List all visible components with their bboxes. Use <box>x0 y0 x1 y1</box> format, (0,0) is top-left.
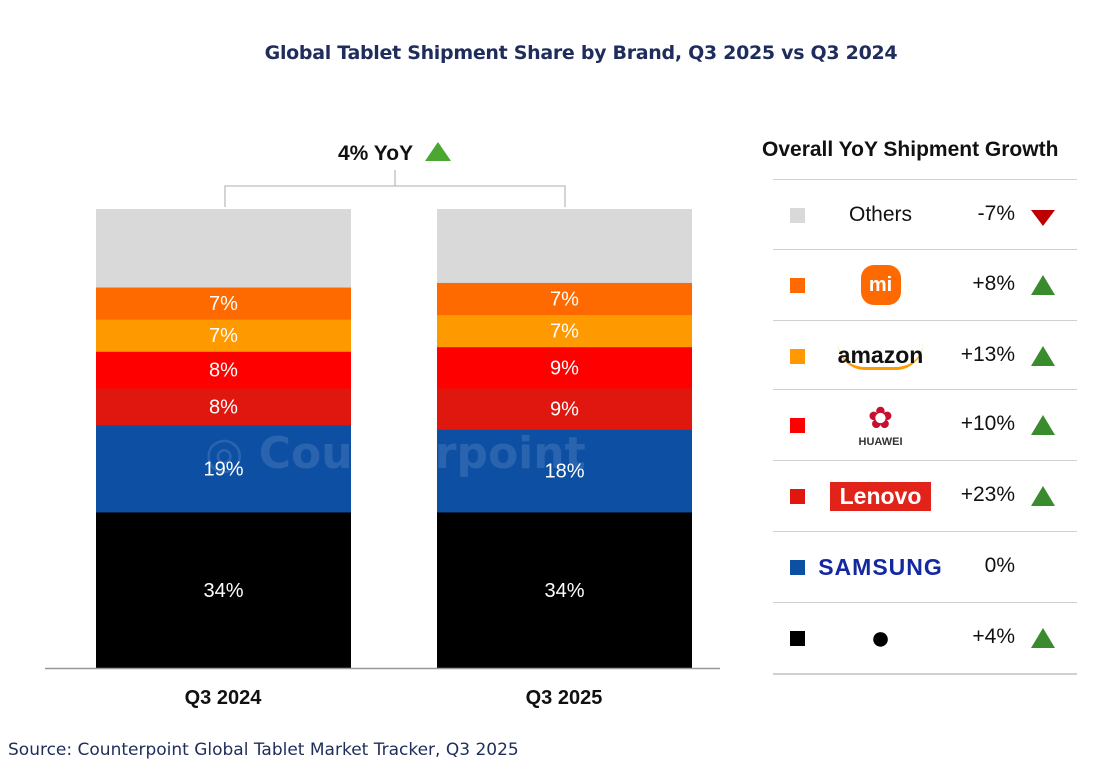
amazon-logo: amazon <box>837 341 924 370</box>
legend-row-lenovo: Lenovo +23% <box>773 460 1077 531</box>
growth-value: +4% <box>972 625 1015 648</box>
x-tick-label: Q3 2024 <box>185 687 263 709</box>
legend-swatch <box>790 631 805 646</box>
data-label: 34% <box>203 580 243 602</box>
data-label: 7% <box>209 293 238 315</box>
up-arrow-icon <box>1031 628 1055 648</box>
legend-swatch <box>790 418 805 433</box>
brand-cell: SAMSUNG <box>818 532 943 602</box>
growth-value: +10% <box>960 412 1015 435</box>
growth-value: -7% <box>977 202 1015 225</box>
x-tick-label: Q3 2025 <box>526 687 603 709</box>
data-label: 19% <box>203 458 243 480</box>
brand-cell: ✿ HUAWEI <box>818 390 943 460</box>
growth-value: +8% <box>972 272 1015 295</box>
source-note: Source: Counterpoint Global Tablet Marke… <box>8 740 519 760</box>
samsung-logo: SAMSUNG <box>818 553 943 580</box>
brand-cell: mi <box>818 250 943 320</box>
up-arrow-icon <box>1031 486 1055 506</box>
apple-logo: ● <box>870 618 891 657</box>
bar-segment-lenovo-1 <box>437 388 692 430</box>
legend-swatch <box>790 208 805 223</box>
up-arrow-icon <box>1031 275 1055 295</box>
legend-row-amazon: amazon +13% <box>773 320 1077 391</box>
bar-segment-huawei-1 <box>437 346 692 389</box>
legend-row-samsung: SAMSUNG 0% <box>773 531 1077 602</box>
bar-segment-others-1 <box>437 209 692 283</box>
legend-row-mi: mi +8% <box>773 249 1077 320</box>
data-label: 18% <box>544 461 584 483</box>
watermark-logo: ◎ Counterpoint <box>205 428 586 479</box>
legend-swatch <box>790 489 805 504</box>
legend-row-huawei: ✿ HUAWEI +10% <box>773 389 1077 460</box>
bar-segment-samsung-1 <box>437 429 692 513</box>
brand-cell: Lenovo <box>818 461 943 531</box>
brand-cell: amazon <box>818 321 943 391</box>
up-arrow-icon <box>1031 415 1055 435</box>
bar-segment-xiaomi-1 <box>437 282 692 316</box>
yoy-annotation: 4% YoY <box>338 142 451 166</box>
brand-cell: ● <box>818 603 943 673</box>
legend-swatch <box>790 349 805 364</box>
data-label: 7% <box>550 321 579 343</box>
brand-cell: Others <box>818 180 943 250</box>
yoy-label: 4% YoY <box>338 142 413 165</box>
brand-label: Others <box>848 203 913 226</box>
yoy-bracket <box>224 170 566 207</box>
legend-swatch <box>790 560 805 575</box>
stacked-bar-chart: 34% 19% 8% 8% 7% 7% Q3 2024 34% 18% 9% 9% 7% 7% Q3 20… <box>45 170 720 709</box>
down-arrow-icon <box>1031 210 1055 226</box>
legend-title: Overall YoY Shipment Growth <box>762 138 1059 161</box>
data-label: 9% <box>550 399 579 421</box>
data-label: 9% <box>550 357 579 379</box>
data-label: 8% <box>209 396 238 418</box>
growth-value: 0% <box>984 554 1015 577</box>
up-arrow-icon <box>1031 346 1055 366</box>
bar-segment-apple-1 <box>437 511 692 669</box>
chart-title: Global Tablet Shipment Share by Brand, Q… <box>264 42 898 64</box>
bar-segment-apple-0 <box>96 511 351 669</box>
bar-segment-samsung-0 <box>96 424 351 513</box>
bar-segment-huawei-0 <box>96 351 351 389</box>
up-arrow-icon <box>424 142 451 161</box>
growth-value: +13% <box>960 343 1015 366</box>
data-label: 34% <box>544 580 584 602</box>
legend-swatch <box>790 278 805 293</box>
legend-row-others: Others -7% <box>773 179 1077 250</box>
xiaomi-logo: mi <box>860 265 901 305</box>
legend-row-apple: ● +4% <box>773 602 1077 675</box>
bar-segment-amazon-0 <box>96 319 351 352</box>
growth-value: +23% <box>960 483 1015 506</box>
bar-segment-amazon-1 <box>437 314 692 348</box>
data-label: 8% <box>209 360 238 382</box>
bar-segment-others-0 <box>96 209 351 288</box>
lenovo-logo: Lenovo <box>829 481 932 511</box>
bar-segment-xiaomi-0 <box>96 287 351 320</box>
huawei-logo: ✿ HUAWEI <box>858 402 903 448</box>
bar-segment-lenovo-0 <box>96 388 351 426</box>
data-label: 7% <box>550 289 579 311</box>
data-label: 7% <box>209 325 238 347</box>
